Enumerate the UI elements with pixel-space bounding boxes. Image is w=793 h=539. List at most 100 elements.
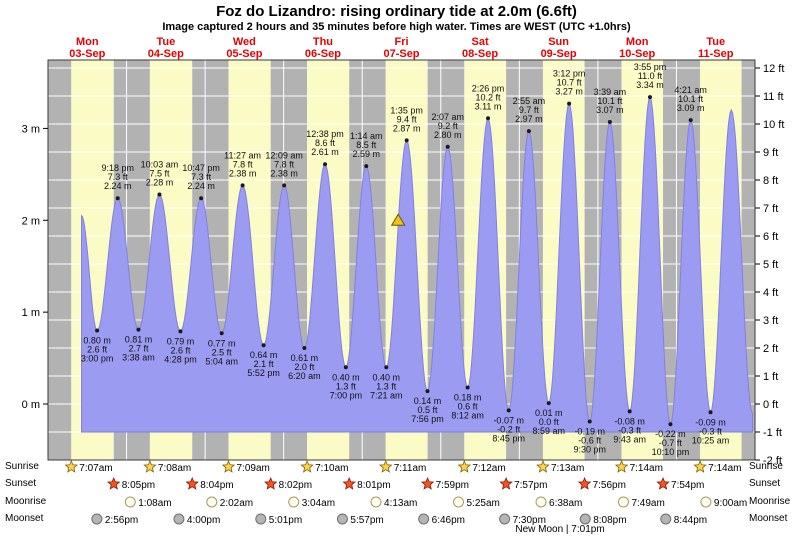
low-tide-annotation: 8:12 am: [451, 410, 484, 420]
high-tide-annotation: 2.61 m: [311, 147, 339, 157]
high-tide-annotation: 8.5 ft: [356, 140, 377, 150]
tide-extreme-dot: [627, 409, 632, 414]
axis-label-left: 1 m: [22, 307, 40, 319]
low-tide-annotation: -0.3 ft: [618, 425, 642, 435]
sunrise-icon: [457, 459, 472, 473]
axis-label-right: 7 ft: [763, 203, 778, 215]
sunset-time: 7:59pm: [436, 480, 469, 491]
tide-extreme-dot: [302, 345, 307, 350]
low-tide-annotation: 0.80 m: [83, 336, 111, 346]
high-tide-annotation: 7.5 ft: [149, 169, 170, 179]
low-tide-annotation: -0.3 ft: [699, 426, 723, 436]
sunset-time: 7:54pm: [671, 480, 704, 491]
low-tide-annotation: -0.2 ft: [497, 424, 521, 434]
high-tide-annotation: 12:38 pm: [306, 129, 344, 139]
low-tide-annotation: 2.6 ft: [87, 345, 108, 355]
high-tide-annotation: 2:55 am: [513, 96, 546, 106]
sunset-time: 8:02pm: [279, 480, 312, 491]
high-tide-annotation: 11.0 ft: [638, 71, 663, 81]
tide-extreme-dot: [343, 365, 348, 370]
moonrise-time: 9:00am: [714, 498, 747, 509]
sunrise-icon: [143, 459, 157, 473]
low-tide-annotation: 0.40 m: [332, 372, 360, 382]
axis-label-right: 1 ft: [763, 371, 778, 383]
high-tide-annotation: 10.7 ft: [557, 78, 583, 88]
low-tide-annotation: 8:45 pm: [492, 433, 525, 443]
low-tide-annotation: 9:43 am: [613, 434, 646, 444]
sunrise-time: 7:09am: [237, 463, 270, 474]
sunset-row-label-left: Sunset: [5, 478, 37, 489]
tide-extreme-dot: [708, 410, 713, 415]
tide-extreme-dot: [404, 138, 409, 143]
high-tide-annotation: 3.07 m: [596, 105, 624, 115]
moonset-row-label-right: Moonset: [749, 513, 788, 524]
low-tide-annotation: 0.79 m: [167, 336, 195, 346]
high-tide-annotation: 11:27 am: [224, 150, 261, 160]
moonrise-time: 5:25am: [467, 498, 500, 509]
high-tide-annotation: 3.27 m: [555, 87, 583, 97]
sunrise-icon: [693, 459, 707, 473]
sunrise-time: 7:14am: [630, 463, 663, 474]
high-tide-annotation: 10.2 ft: [476, 92, 502, 102]
sunrise-icon: [614, 459, 629, 473]
low-tide-annotation: 3:38 am: [122, 353, 155, 363]
axis-label-left: 3 m: [22, 123, 40, 135]
high-tide-annotation: 3.34 m: [636, 80, 664, 90]
low-tide-annotation: 10:10 pm: [652, 447, 690, 457]
tide-extreme-dot: [587, 419, 592, 424]
page-subtitle: Image captured 2 hours and 35 minutes be…: [162, 21, 631, 33]
sunset-icon: [656, 476, 670, 490]
sunrise-row-label-left: Sunrise: [5, 461, 39, 472]
tide-extreme-dot: [219, 331, 224, 336]
high-tide-annotation: 9.2 ft: [438, 121, 459, 131]
high-tide-annotation: 3:55 pm: [634, 62, 667, 72]
moonset-time: 5:57pm: [350, 515, 383, 526]
high-tide-annotation: 2.24 m: [104, 181, 132, 191]
day-label-name: Sat: [471, 36, 488, 48]
sunrise-time: 7:12am: [472, 463, 505, 474]
tide-extreme-dot: [157, 192, 162, 197]
low-tide-annotation: 8:59 am: [532, 426, 565, 436]
axis-label-right: 11 ft: [763, 91, 784, 103]
high-tide-annotation: 10:47 pm: [182, 163, 220, 173]
axis-label-right: 9 ft: [763, 147, 778, 159]
sunset-time: 7:56pm: [593, 480, 626, 491]
moonrise-icon: [288, 496, 300, 508]
tide-extreme-dot: [364, 164, 369, 169]
sunrise-icon: [64, 459, 78, 473]
sunset-icon: [106, 476, 121, 490]
sunrise-icon: [378, 459, 393, 473]
tide-extreme-dot: [282, 183, 287, 188]
low-tide-annotation: 7:56 pm: [411, 414, 444, 424]
low-tide-annotation: 0.64 m: [250, 350, 278, 360]
high-tide-annotation: 9:18 pm: [101, 163, 134, 173]
high-tide-annotation: 3.11 m: [475, 101, 502, 111]
moonrise-icon: [617, 496, 629, 508]
axis-label-right: 8 ft: [763, 175, 778, 187]
low-tide-annotation: 1.3 ft: [376, 381, 397, 391]
plot-border: [47, 59, 756, 461]
day-label-name: Wed: [233, 36, 256, 48]
tide-extreme-dot: [567, 101, 572, 106]
high-tide-annotation: 2.59 m: [353, 149, 381, 159]
low-tide-annotation: 5:52 pm: [247, 368, 280, 378]
moonset-time: 8:08pm: [593, 515, 626, 526]
low-tide-annotation: -0.08 m: [614, 416, 645, 426]
moonrise-time: 4:13am: [384, 498, 417, 509]
moonset-row-label-left: Moonset: [5, 513, 44, 524]
sunrise-time: 7:11am: [394, 463, 427, 474]
low-tide-annotation: 2.0 ft: [294, 362, 315, 372]
sunset-time: 8:05pm: [122, 480, 155, 491]
day-label-name: Tue: [706, 36, 725, 48]
low-tide-annotation: 0.5 ft: [417, 405, 438, 415]
tide-curve: [81, 95, 753, 433]
moonset-icon: [336, 513, 348, 525]
sunrise-time: 7:07am: [79, 463, 112, 474]
moonrise-time: 7:49am: [631, 498, 664, 509]
high-tide-annotation: 7.8 ft: [274, 159, 295, 169]
sunrise-icon: [221, 459, 236, 473]
moonrise-icon: [700, 496, 712, 508]
tide-extreme-dot: [425, 389, 430, 394]
axis-label-left: 0 m: [22, 399, 40, 411]
high-tide-annotation: 3:12 pm: [553, 69, 586, 79]
